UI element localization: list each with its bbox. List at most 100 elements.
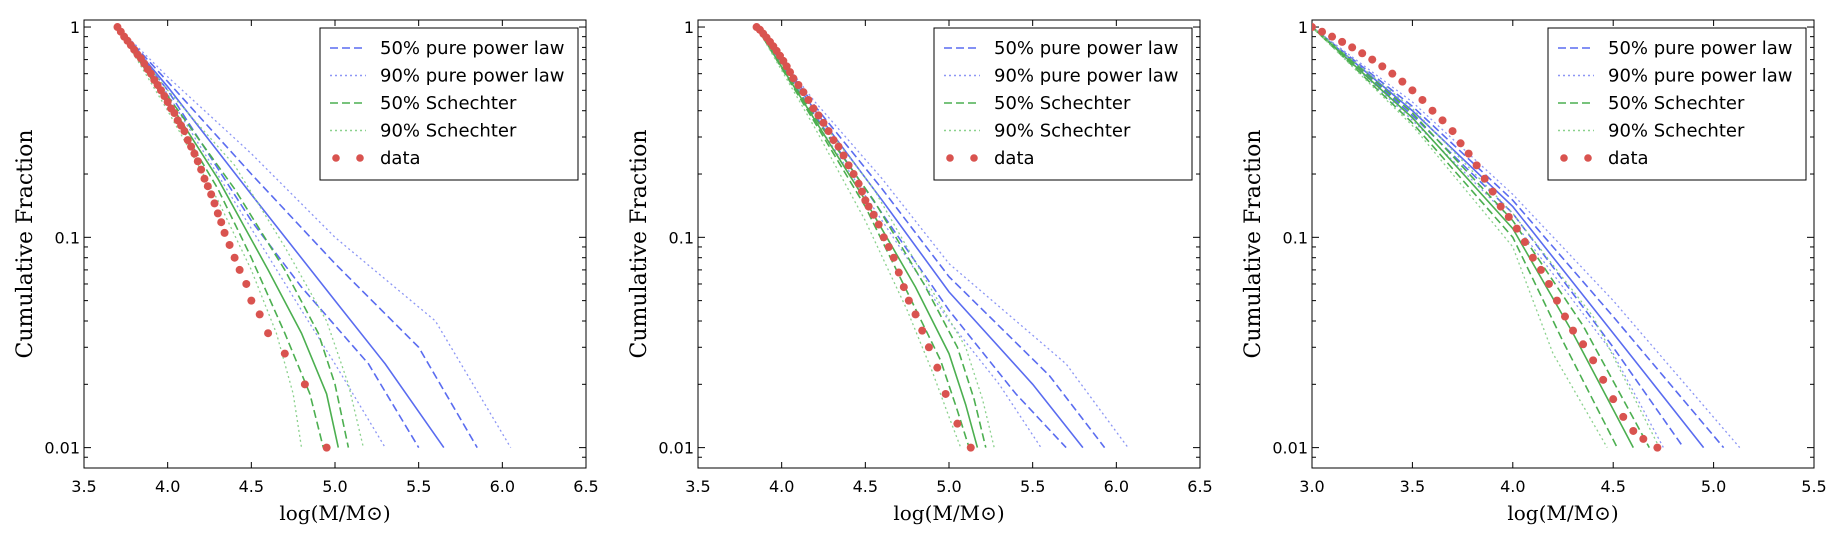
data-point xyxy=(1561,312,1570,321)
data-point xyxy=(918,326,927,335)
y-tick-label: 0.01 xyxy=(44,439,80,458)
data-point xyxy=(1496,202,1505,211)
data-point xyxy=(197,165,206,174)
x-tick-label: 5.5 xyxy=(1020,477,1045,496)
legend: 50% pure power law 90% pure power law 50% … xyxy=(319,27,579,181)
data-point xyxy=(849,170,858,179)
data-point xyxy=(786,68,795,77)
data-point xyxy=(933,363,942,372)
series-line-50pct-schechter-upper xyxy=(116,26,350,448)
y-tick-label: 1 xyxy=(1298,18,1308,37)
series-line-50pct-pure-power-law-median xyxy=(1312,26,1705,449)
x-tick-label: 5.0 xyxy=(1701,477,1726,496)
data-point xyxy=(941,389,950,398)
data-point xyxy=(1599,375,1608,384)
data-point xyxy=(1358,49,1367,58)
data-point xyxy=(794,81,803,90)
x-tick-label: 6.5 xyxy=(573,477,598,496)
chart-2-svg: 3.5 4.0 4.5 5.0 5.5 6.0 6.5 1 0.1 0.01 Cumulative … xyxy=(627,18,1213,525)
legend-label: data xyxy=(994,148,1035,169)
legend-box xyxy=(1547,27,1807,181)
legend-label: 90% Schechter xyxy=(380,121,517,142)
data-point xyxy=(1552,296,1561,305)
data-point xyxy=(300,380,309,389)
data-point xyxy=(1464,149,1473,158)
y-tick-label: 0.1 xyxy=(669,228,694,247)
series-line-90pct-pure-power-law-upper xyxy=(1312,26,1741,449)
series-line-50pct-pure-power-law-median xyxy=(755,26,1084,449)
chart-panel-2: 3.5 4.0 4.5 5.0 5.5 6.0 6.5 1 0.1 0.01 Cumulative … xyxy=(614,0,1228,534)
data-point xyxy=(804,95,813,104)
series-line-50pct-schechter-median xyxy=(755,26,979,448)
series-line-90pct-schechter-upper xyxy=(756,26,995,448)
data-point xyxy=(953,419,962,428)
plot-frame xyxy=(1311,19,1815,469)
data-point xyxy=(789,74,798,83)
data-point xyxy=(1619,412,1628,421)
data-point xyxy=(782,62,791,71)
data-point xyxy=(1589,356,1598,365)
series-line-50pct-pure-power-law-lower xyxy=(1312,26,1685,449)
series-line-90pct-pure-power-law-upper xyxy=(756,26,1129,448)
x-tick-label: 3.0 xyxy=(1299,477,1324,496)
x-tick-label: 4.0 xyxy=(769,477,794,496)
series-line-90pct-schechter-lower xyxy=(116,26,303,448)
legend-label: 50% pure power law xyxy=(994,38,1178,59)
data-point xyxy=(1438,116,1447,125)
y-tick-label: 1 xyxy=(684,18,694,37)
legend-marker-data xyxy=(1584,154,1592,162)
data-point xyxy=(1318,27,1327,36)
data-point xyxy=(894,268,903,277)
data-point xyxy=(1544,279,1553,288)
legend-label: 50% Schechter xyxy=(994,93,1131,114)
data-point xyxy=(1312,23,1316,32)
data-point xyxy=(1418,95,1427,104)
y-axis-label: Cumulative Fraction xyxy=(1241,129,1266,358)
x-tick-label: 5.5 xyxy=(1801,477,1826,496)
data-point xyxy=(1378,62,1387,71)
x-axis-label: log(M/M⊙) xyxy=(279,501,390,525)
series-line-50pct-pure-power-law-upper xyxy=(1312,26,1725,449)
data-point xyxy=(819,118,828,127)
series-line-90pct-schechter-upper xyxy=(116,26,365,448)
data-point xyxy=(247,296,256,305)
y-tick-label: 0.1 xyxy=(1283,228,1308,247)
series-line-50pct-schechter-lower xyxy=(755,26,970,448)
data-point xyxy=(874,220,883,229)
data-point xyxy=(242,279,251,288)
x-tick-label: 3.5 xyxy=(71,477,96,496)
data-point xyxy=(799,88,808,97)
x-tick-label: 4.5 xyxy=(1600,477,1625,496)
series-line-50pct-pure-power-law-lower xyxy=(116,26,420,449)
data-point xyxy=(1653,443,1662,452)
data-point xyxy=(884,242,893,251)
series-line-90pct-pure-power-law-lower xyxy=(116,26,386,448)
data-point xyxy=(1348,43,1357,52)
x-tick-label: 5.0 xyxy=(322,477,347,496)
data-point xyxy=(1639,434,1648,443)
data-point xyxy=(190,149,199,158)
data-point xyxy=(966,443,975,452)
y-axis-label: Cumulative Fraction xyxy=(13,129,38,358)
chart-panel-3: 3.0 3.5 4.0 4.5 5.0 5.5 1 0.1 0.01 Cumulative Fra… xyxy=(1228,0,1842,534)
legend-label: 90% Schechter xyxy=(994,121,1131,142)
data-point xyxy=(1629,426,1638,435)
data-point xyxy=(203,182,212,191)
legend-label: data xyxy=(1608,148,1649,169)
x-tick-label: 3.5 xyxy=(685,477,710,496)
legend-label: 90% pure power law xyxy=(1608,66,1792,87)
y-axis-label: Cumulative Fraction xyxy=(627,129,652,358)
data-point xyxy=(183,136,192,145)
data-point xyxy=(809,104,818,113)
legend-label: 90% Schechter xyxy=(1608,121,1745,142)
series-line-50pct-schechter-median xyxy=(1312,26,1635,448)
data-point xyxy=(225,240,234,249)
data-point xyxy=(193,157,202,166)
chart-1-svg: 3.5 4.0 4.5 5.0 5.5 6.0 6.5 1 0.1 0.01 Cumulative … xyxy=(13,18,599,525)
plot-area xyxy=(752,23,1129,452)
series-line-50pct-pure-power-law-upper xyxy=(755,26,1106,449)
series-line-90pct-pure-power-law-lower xyxy=(1312,26,1664,448)
legend-marker-data xyxy=(970,154,978,162)
data-point xyxy=(1408,86,1417,95)
legend-label: 50% Schechter xyxy=(1608,93,1745,114)
